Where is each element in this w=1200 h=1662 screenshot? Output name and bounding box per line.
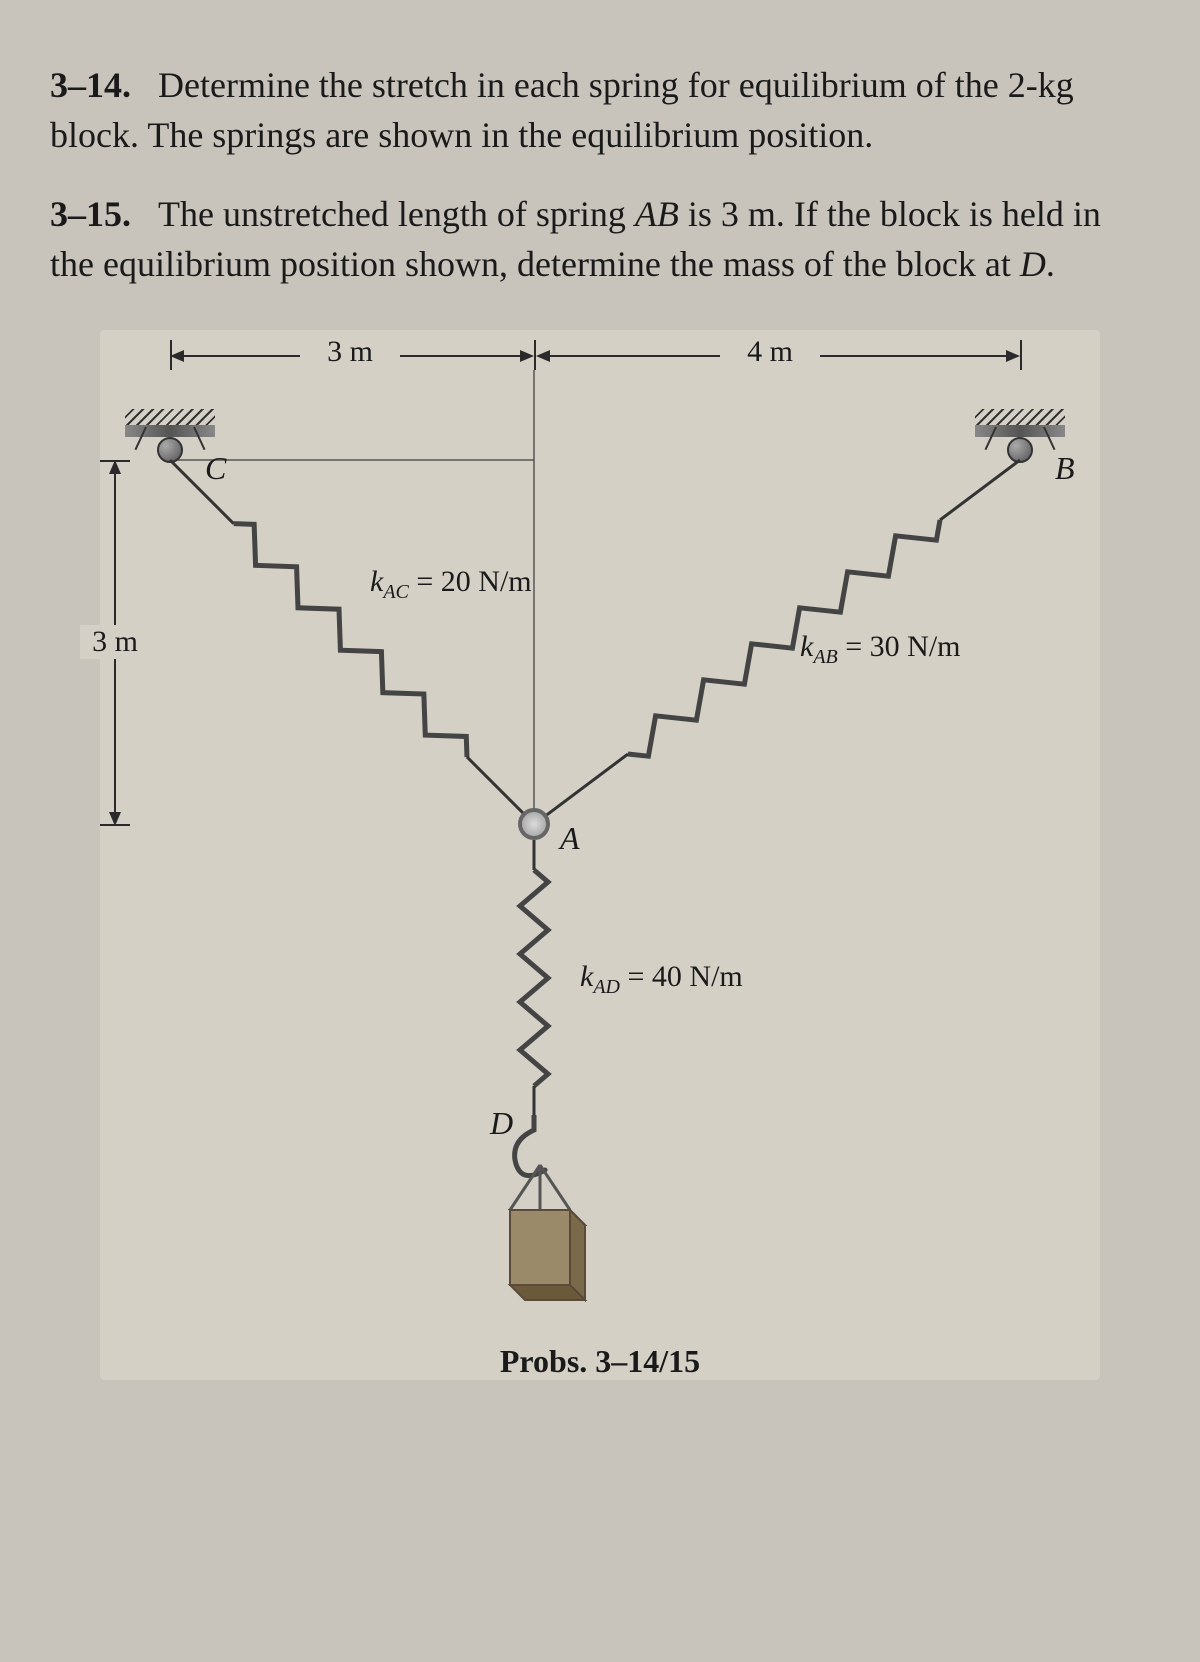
figure-caption: Probs. 3–14/15 [100,1343,1100,1380]
k-value: = 20 N/m [409,565,532,598]
k-var: k [800,630,813,663]
pin-circle-icon [157,437,183,463]
k-value: = 30 N/m [838,630,961,663]
label-A: A [560,820,580,857]
label-B: B [1055,450,1075,487]
label-D: D [490,1105,513,1142]
ring-A [518,808,550,840]
support-B [975,425,1065,437]
diagram: 3 m 4 m 3 m C B [100,330,1100,1380]
spring-AB-label: kAB = 30 N/m [800,630,961,669]
problem-number: 3–15. [50,194,131,234]
pin-circle-icon [1007,437,1033,463]
span-D: D [1020,244,1046,284]
k-var: k [370,565,383,598]
k-var: k [580,960,593,993]
arrow-right-icon [1006,350,1020,362]
arrow-down-icon [109,812,121,826]
spring-AD-label: kAD = 40 N/m [580,960,743,999]
label-C: C [205,450,226,487]
hatch-icon [125,409,215,425]
support-C [125,425,215,437]
block-svg [470,1160,610,1310]
k-value: = 40 N/m [620,960,743,993]
problem-3-15: 3–15. The unstretched length of spring A… [50,189,1150,290]
k-sub: AC [383,581,409,603]
span-AB: AB [635,194,679,234]
problem-number: 3–14. [50,65,131,105]
spring-AC-label: kAC = 20 N/m [370,565,532,604]
arrow-up-icon [109,460,121,474]
arrow-left-icon [170,350,184,362]
dim-3m-top: 3 m [300,335,400,369]
ext-line [1020,340,1022,370]
problem-text: Determine the stretch in each spring for… [50,65,1074,155]
arrow-right-icon [520,350,534,362]
k-sub: AB [813,646,837,668]
k-sub: AD [593,976,620,998]
problem-3-14: 3–14. Determine the stretch in each spri… [50,60,1150,161]
arrow-left-icon [536,350,550,362]
problem-text-3: . [1046,244,1055,284]
problem-text-1: The unstretched length of spring [158,194,635,234]
dim-3m-left: 3 m [80,625,150,659]
hatch-icon [975,409,1065,425]
dim-4m-top: 4 m [720,335,820,369]
